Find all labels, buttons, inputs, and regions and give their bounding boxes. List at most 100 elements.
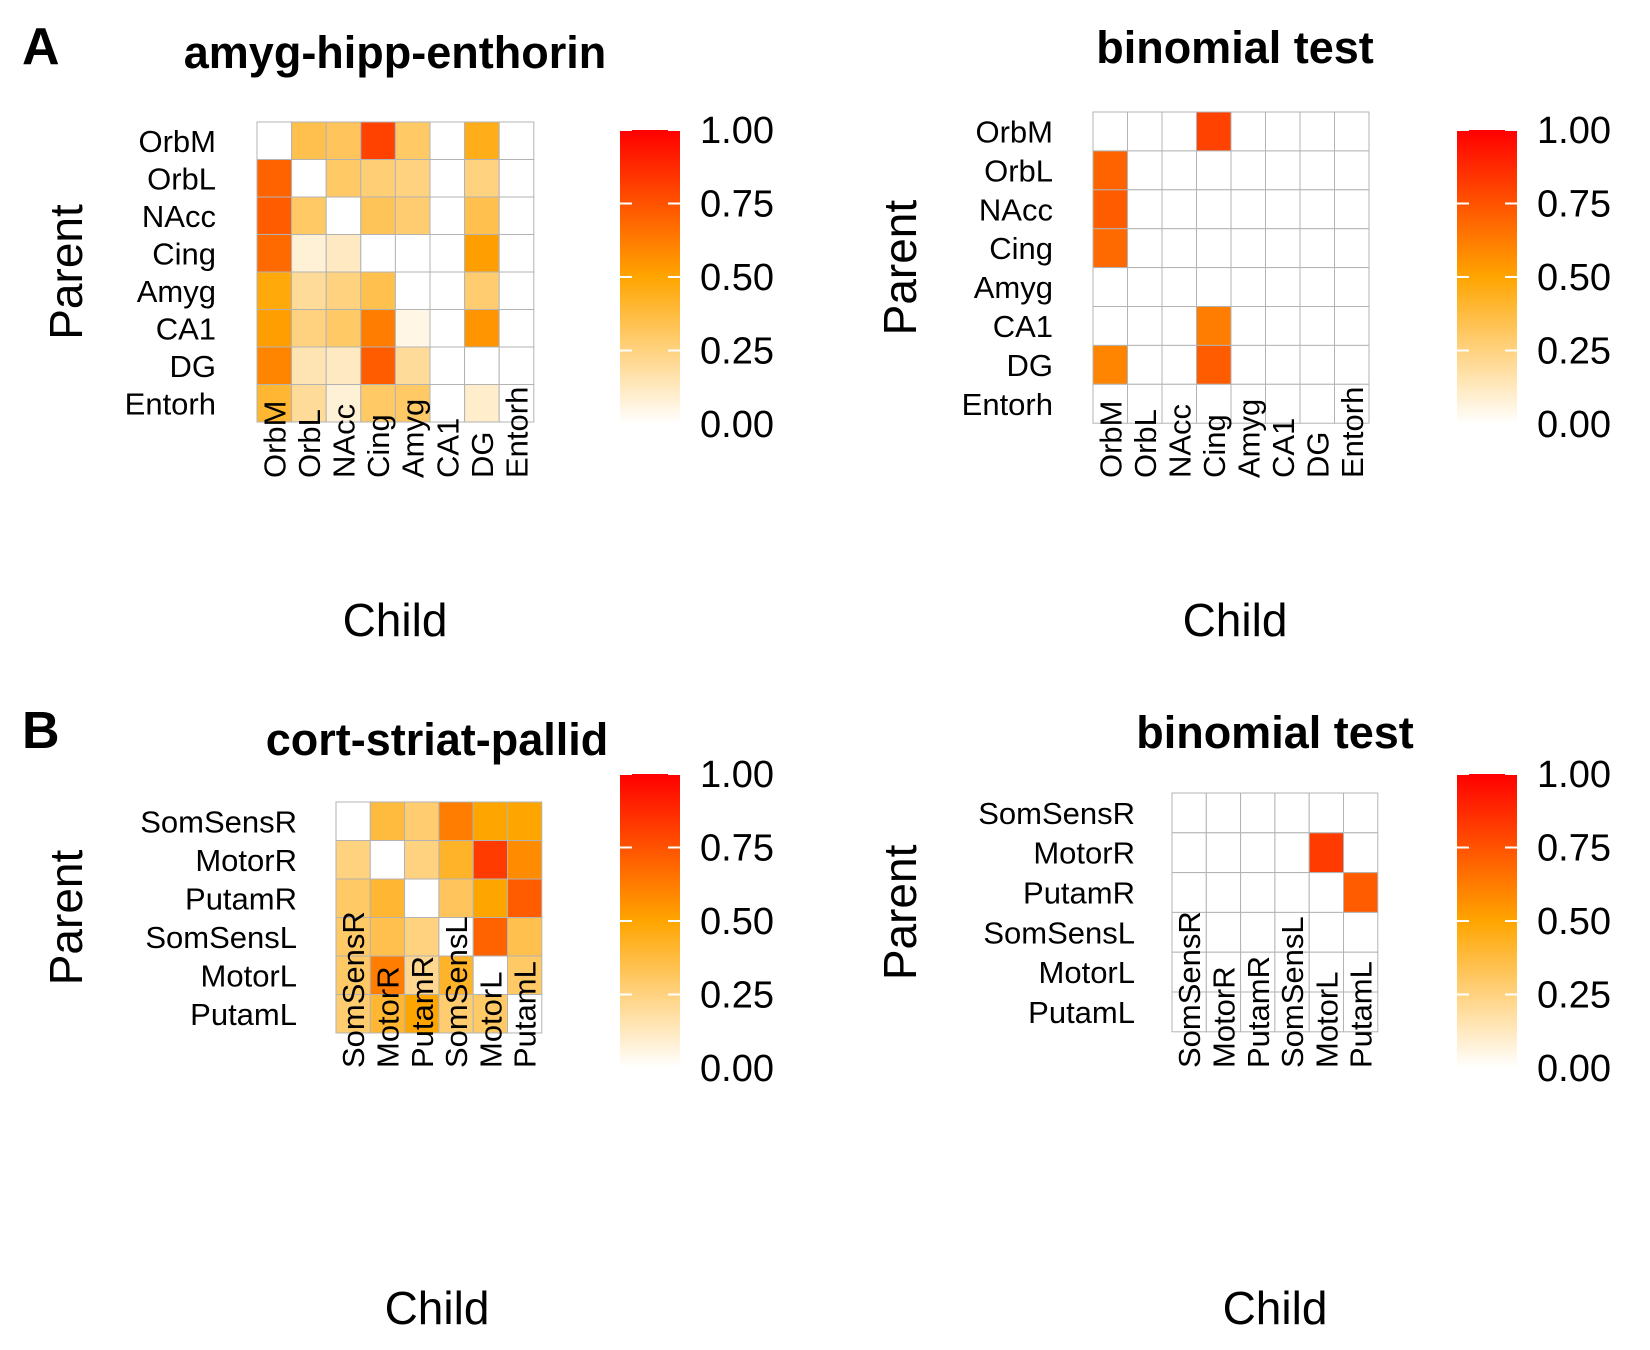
heatmap-cell (256, 159, 293, 198)
heatmap-cell (472, 878, 509, 918)
col-tick-label: NAcc (1162, 404, 1197, 478)
heatmap-cell (335, 955, 371, 995)
row-tick-label: NAcc (979, 192, 1053, 227)
col-tick-label: PutamL (508, 961, 543, 1068)
col-tick-label: PutamR (405, 956, 440, 1068)
heatmap-cell (256, 196, 293, 235)
heatmap-cell (394, 309, 431, 348)
heatmap-cell (1240, 872, 1276, 913)
row-tick-label: PutamL (190, 997, 297, 1032)
heatmap-cell (464, 159, 500, 198)
x-axis-label: Child (1183, 594, 1288, 646)
heatmap-cell (360, 196, 396, 235)
row-tick-label: OrbM (139, 124, 217, 159)
heatmap-cell (394, 346, 431, 385)
heatmap-cell (325, 121, 362, 160)
row-tick-label: DG (170, 349, 217, 384)
heatmap-cell (498, 121, 535, 160)
heatmap-cell (429, 234, 466, 273)
heatmap-cell (1127, 189, 1163, 230)
col-tick-label: Cing (1197, 414, 1232, 478)
heatmap-cell (1127, 306, 1163, 346)
heatmap-cell (1308, 991, 1344, 1033)
heatmap-cell (464, 346, 500, 385)
heatmap-cell (325, 346, 362, 385)
heatmap-cell (1265, 267, 1301, 308)
heatmap-cell (394, 159, 431, 198)
heatmap-cell (1171, 792, 1207, 834)
col-tick-label: MotorL (1309, 972, 1344, 1068)
col-tick-label: Entorh (500, 387, 535, 478)
heatmap-cell (335, 840, 371, 880)
row-tick-label: SomSensR (978, 796, 1135, 831)
heatmap-cell (1274, 792, 1310, 834)
heatmap-chart: binomial testSomSensRMotorRPutamRSomSens… (874, 707, 1611, 1334)
colorbar-tick-label: 0.25 (1537, 975, 1611, 1017)
heatmap-cell (1334, 383, 1370, 424)
heatmap-cell (1230, 267, 1266, 308)
heatmap-cell (1161, 267, 1197, 308)
row-tick-label: SomSensL (145, 920, 297, 955)
heatmap-cell (1196, 306, 1232, 346)
heatmap-cell (1127, 228, 1163, 269)
colorbar-tick-label: 0.00 (700, 1048, 774, 1090)
heatmap-cell (1334, 111, 1370, 152)
heatmap-cell (1343, 832, 1379, 874)
heatmap-cell (1265, 150, 1301, 191)
heatmap-cell (1299, 267, 1335, 308)
heatmap-cell (1230, 150, 1266, 191)
heatmap-cell (1299, 383, 1335, 424)
heatmap-cell (472, 801, 509, 841)
heatmap-cell (1161, 111, 1197, 152)
heatmap-cell (291, 271, 327, 310)
heatmap-cell (1230, 111, 1266, 152)
heatmap-cell (1274, 991, 1310, 1033)
heatmap-cell (1299, 150, 1335, 191)
heatmap-cell (464, 234, 500, 273)
heatmap-cell (498, 309, 535, 348)
heatmap-cell (1196, 189, 1232, 230)
col-tick-label: Amyg (396, 399, 431, 478)
heatmap-cell (1092, 267, 1128, 308)
heatmap-cell (1205, 872, 1242, 913)
row-tick-label: OrbL (147, 161, 216, 196)
heatmap-cell (1205, 832, 1242, 874)
heatmap-cell (1308, 832, 1344, 874)
heatmap-cell (507, 878, 543, 918)
heatmap-cell (429, 309, 466, 348)
colorbar-tick-label: 1.00 (700, 754, 774, 796)
heatmap-cell (1274, 951, 1310, 993)
heatmap-cell (1265, 228, 1301, 269)
heatmap-cell (1265, 189, 1301, 230)
col-tick-label: SomSensR (1172, 911, 1207, 1068)
heatmap-cell (1161, 306, 1197, 346)
heatmap-cell (1343, 872, 1379, 913)
heatmap-cell (498, 234, 535, 273)
heatmap-cell (325, 234, 362, 273)
colorbar-tick-label: 0.50 (1537, 901, 1611, 943)
heatmap-cell (1343, 792, 1379, 834)
heatmap-cell (464, 271, 500, 310)
heatmap-cell (1161, 228, 1197, 269)
row-tick-label: PutamR (1023, 876, 1135, 911)
col-tick-label: SomSensL (1275, 916, 1310, 1068)
heatmap-cell (429, 196, 466, 235)
col-tick-label: OrbM (257, 401, 292, 479)
heatmap-cell (1205, 991, 1242, 1033)
heatmap-cell (404, 840, 440, 880)
x-axis-label: Child (385, 1282, 490, 1334)
colorbar-tick-label: 0.00 (1537, 1048, 1611, 1090)
heatmap-cell (1343, 951, 1379, 993)
heatmap-cell (1127, 150, 1163, 191)
y-axis-label: Parent (40, 850, 92, 986)
col-tick-label: OrbM (1093, 401, 1128, 479)
row-tick-label: OrbM (976, 114, 1054, 149)
colorbar-tick-label: 0.50 (1537, 257, 1611, 299)
heatmap-cell (1092, 306, 1128, 346)
heatmap-cell (1299, 344, 1335, 385)
heatmap-cell (1171, 991, 1207, 1033)
row-tick-label: SomSensL (983, 915, 1135, 950)
row-tick-label: CA1 (993, 309, 1053, 344)
row-tick-label: NAcc (142, 199, 216, 234)
heatmap-cell (369, 994, 406, 1034)
